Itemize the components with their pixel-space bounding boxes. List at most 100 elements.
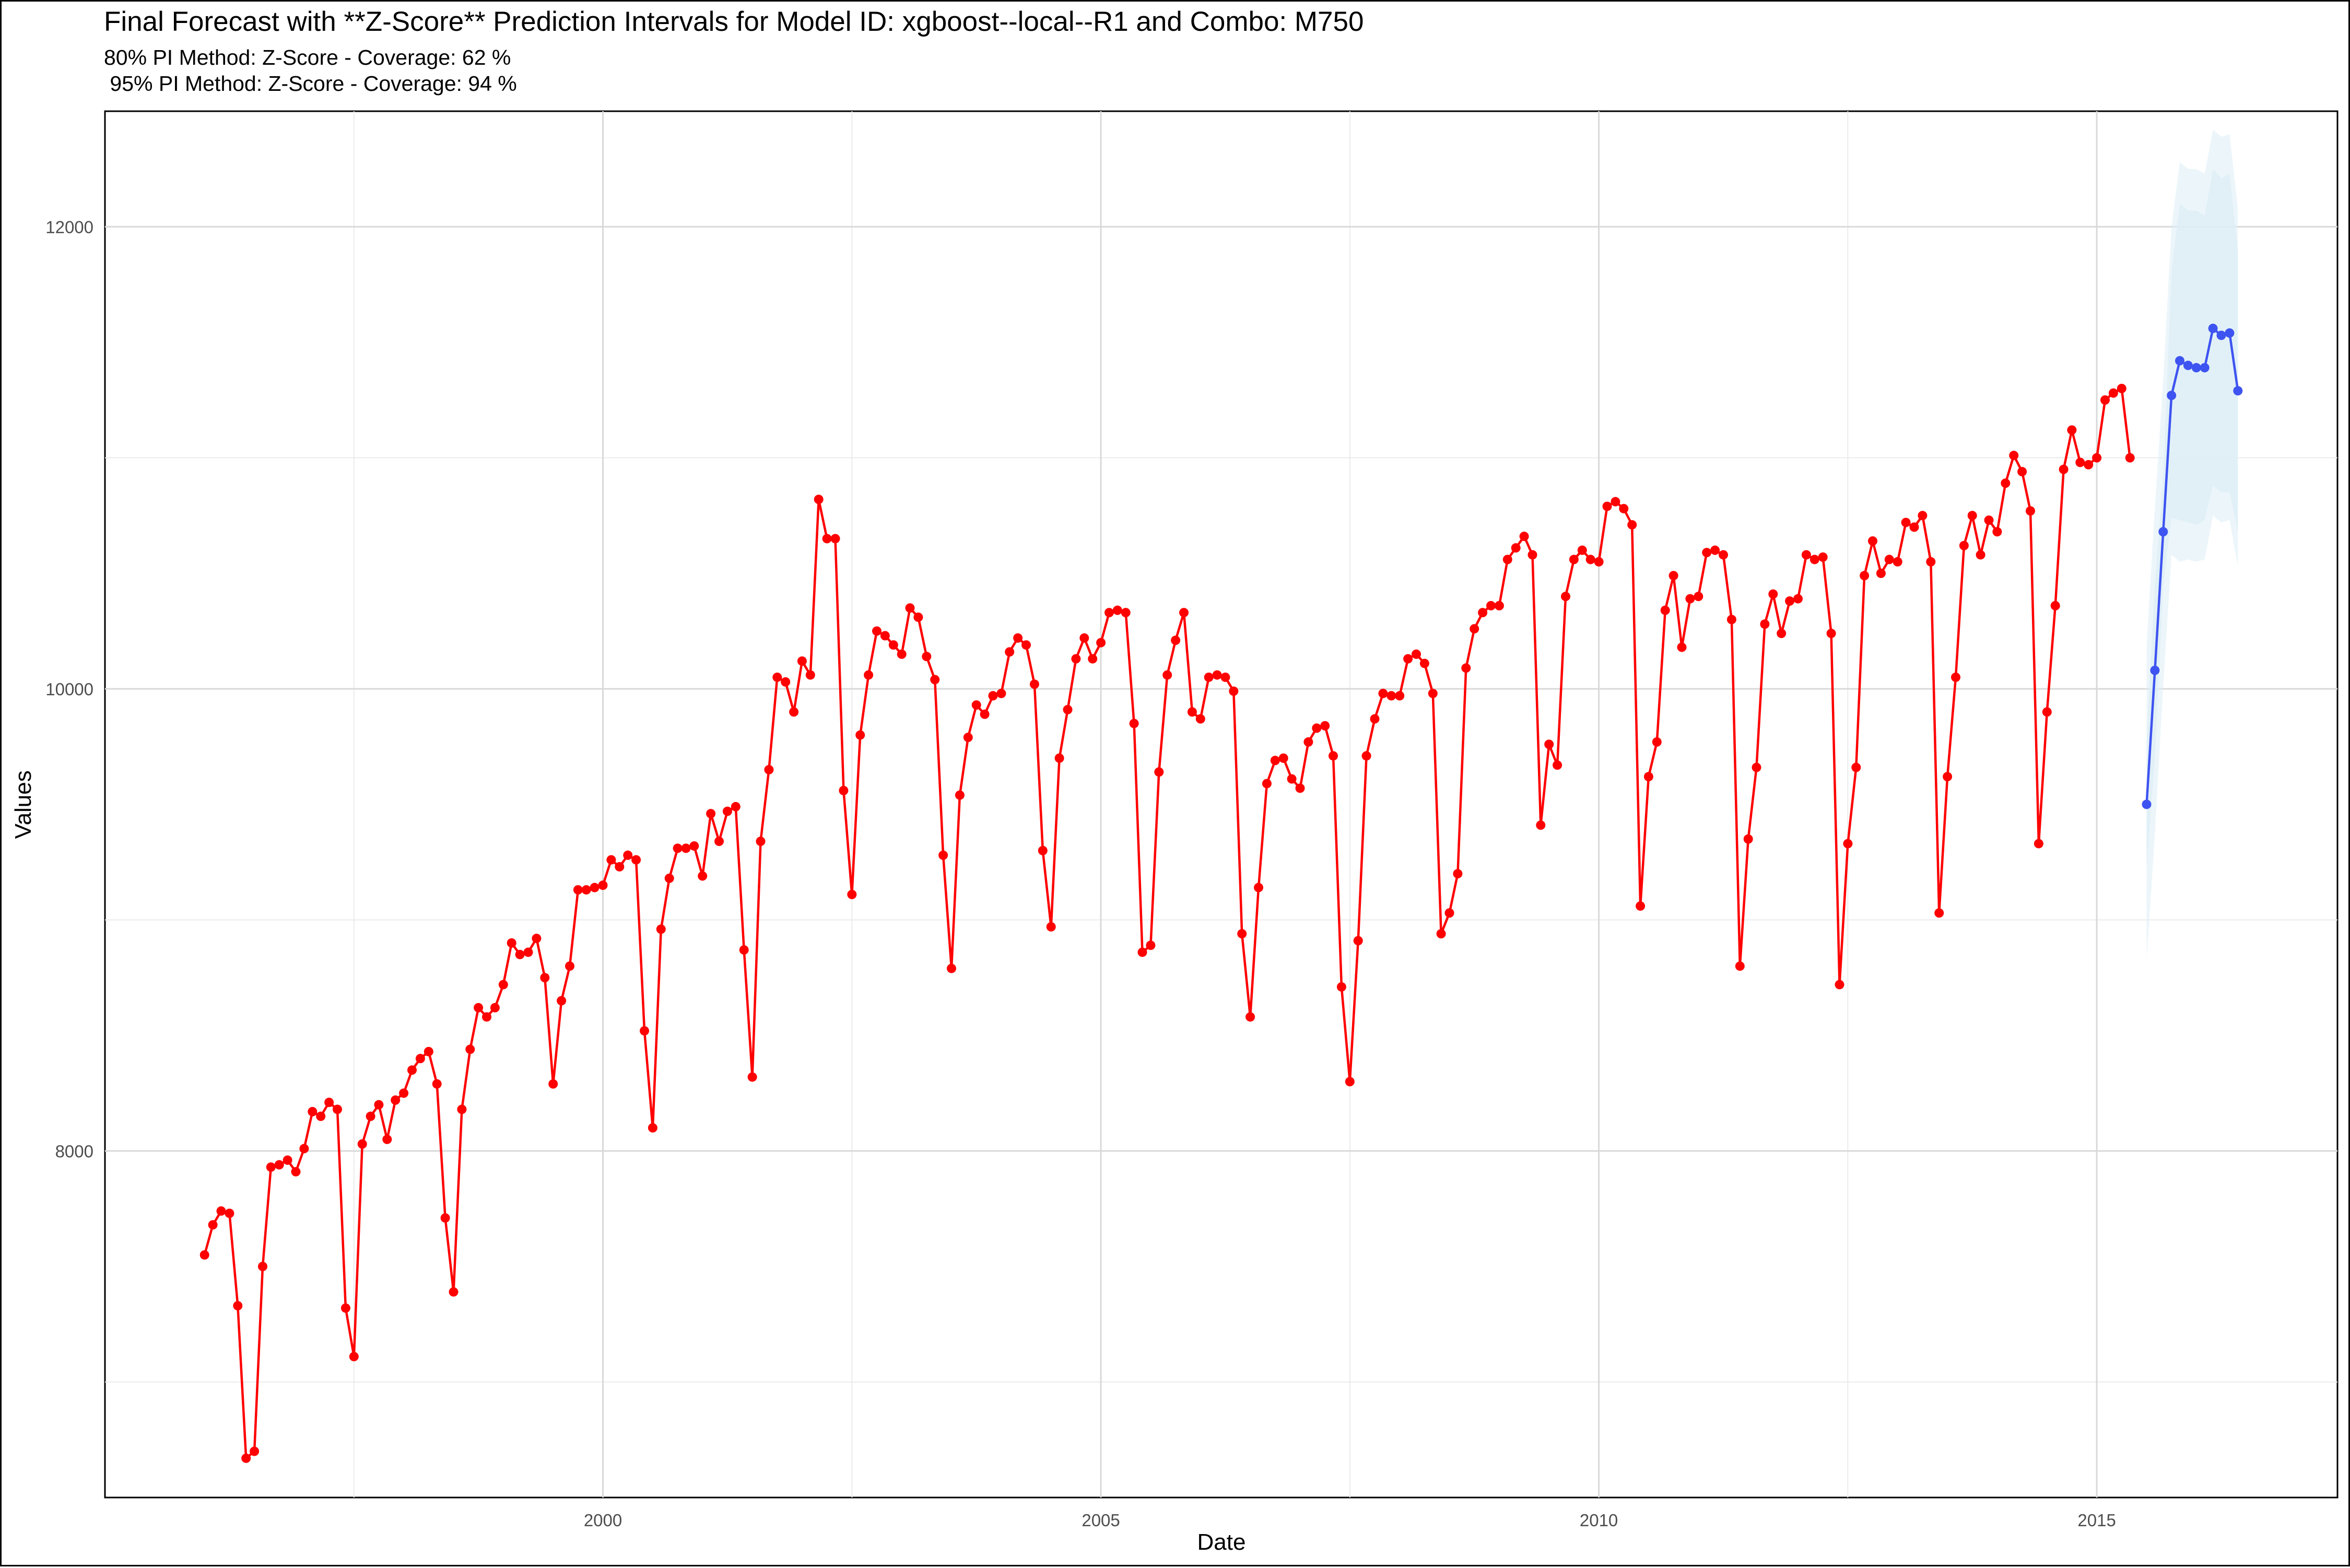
- historical-point: [449, 1287, 459, 1297]
- historical-point: [299, 1143, 309, 1153]
- historical-point: [1212, 670, 1222, 680]
- historical-point: [1071, 654, 1081, 664]
- historical-point: [822, 534, 832, 544]
- x-tick-label: 2000: [584, 1511, 622, 1530]
- historical-point: [830, 534, 840, 544]
- y-tick-label: 12000: [45, 217, 93, 237]
- historical-point: [1934, 908, 1944, 918]
- historical-point: [1992, 527, 2002, 537]
- historical-point: [1021, 640, 1031, 650]
- historical-point: [274, 1160, 284, 1170]
- major-gridlines: [105, 111, 2337, 1498]
- historical-point: [1378, 689, 1388, 699]
- historical-point: [557, 996, 567, 1006]
- pi80-band: [2146, 169, 2238, 869]
- series-points: [199, 323, 2243, 1463]
- historical-point: [772, 673, 782, 682]
- historical-point: [2017, 467, 2027, 477]
- historical-point: [1843, 839, 1853, 848]
- historical-point: [366, 1111, 375, 1121]
- historical-point: [457, 1104, 467, 1114]
- historical-point: [199, 1250, 209, 1260]
- historical-point: [523, 947, 533, 957]
- historical-point: [930, 675, 940, 685]
- historical-point: [1237, 929, 1247, 939]
- historical-point: [955, 790, 965, 800]
- historical-point: [382, 1135, 392, 1145]
- historical-point: [424, 1047, 433, 1056]
- historical-point: [590, 882, 600, 892]
- forecast-point: [2167, 391, 2177, 400]
- historical-point: [1320, 721, 1330, 730]
- x-tick-label: 2010: [1580, 1511, 1618, 1530]
- forecast-point: [2142, 799, 2152, 809]
- historical-point: [316, 1111, 326, 1121]
- historical-point: [913, 612, 923, 622]
- historical-point: [1569, 555, 1579, 564]
- historical-point: [905, 603, 915, 613]
- historical-point: [2034, 839, 2043, 848]
- historical-point: [2125, 453, 2135, 463]
- historical-point: [565, 961, 574, 971]
- forecast-point: [2158, 527, 2168, 537]
- historical-point: [764, 765, 774, 775]
- historical-point: [308, 1107, 318, 1116]
- historical-point: [333, 1104, 342, 1114]
- historical-point: [664, 874, 674, 883]
- historical-point: [1760, 619, 1770, 629]
- historical-point: [988, 691, 998, 701]
- historical-point: [1295, 783, 1305, 793]
- historical-point: [1262, 779, 1272, 788]
- historical-point: [1063, 705, 1073, 715]
- x-tick-label: 2015: [2077, 1511, 2116, 1530]
- historical-point: [1901, 517, 1911, 527]
- historical-point: [1029, 679, 1039, 689]
- historical-point: [706, 809, 716, 819]
- historical-point: [1278, 753, 1288, 763]
- historical-point: [283, 1155, 292, 1165]
- historical-point: [1967, 511, 1977, 521]
- historical-point: [1345, 1077, 1355, 1087]
- historical-point: [1876, 569, 1886, 578]
- historical-point: [980, 709, 990, 719]
- forecast-point: [2183, 360, 2193, 370]
- historical-point: [714, 836, 724, 846]
- historical-point: [1171, 635, 1181, 645]
- historical-point: [971, 700, 981, 710]
- historical-point: [2117, 384, 2126, 393]
- historical-point: [2001, 478, 2011, 488]
- historical-point: [1104, 608, 1114, 618]
- historical-point: [1627, 520, 1637, 530]
- historical-point: [1054, 753, 1064, 763]
- historical-point: [1096, 638, 1106, 647]
- prediction-interval-bands: [2146, 129, 2238, 959]
- historical-point: [1013, 633, 1023, 643]
- historical-point: [855, 730, 865, 740]
- historical-point: [1187, 707, 1197, 717]
- historical-point: [1768, 589, 1778, 599]
- historical-point: [631, 855, 641, 865]
- historical-point: [1494, 601, 1504, 610]
- historical-point: [1918, 511, 1928, 521]
- historical-point: [1079, 633, 1089, 643]
- historical-point: [1984, 515, 1994, 525]
- historical-point: [839, 786, 849, 795]
- historical-point: [1112, 605, 1122, 615]
- historical-point: [1312, 723, 1322, 733]
- historical-point: [747, 1072, 757, 1082]
- historical-point: [673, 843, 683, 853]
- historical-point: [498, 980, 508, 989]
- historical-point: [2059, 464, 2069, 474]
- historical-point: [250, 1446, 260, 1456]
- historical-point: [1694, 592, 1703, 602]
- historical-point: [1710, 545, 1720, 555]
- historical-point: [1046, 922, 1056, 932]
- historical-point: [415, 1054, 425, 1064]
- forecast-point: [2191, 363, 2201, 373]
- historical-point: [1976, 550, 1985, 560]
- historical-point: [1835, 980, 1844, 989]
- historical-point: [1702, 548, 1712, 558]
- historical-point: [1370, 714, 1380, 724]
- historical-point: [888, 640, 898, 650]
